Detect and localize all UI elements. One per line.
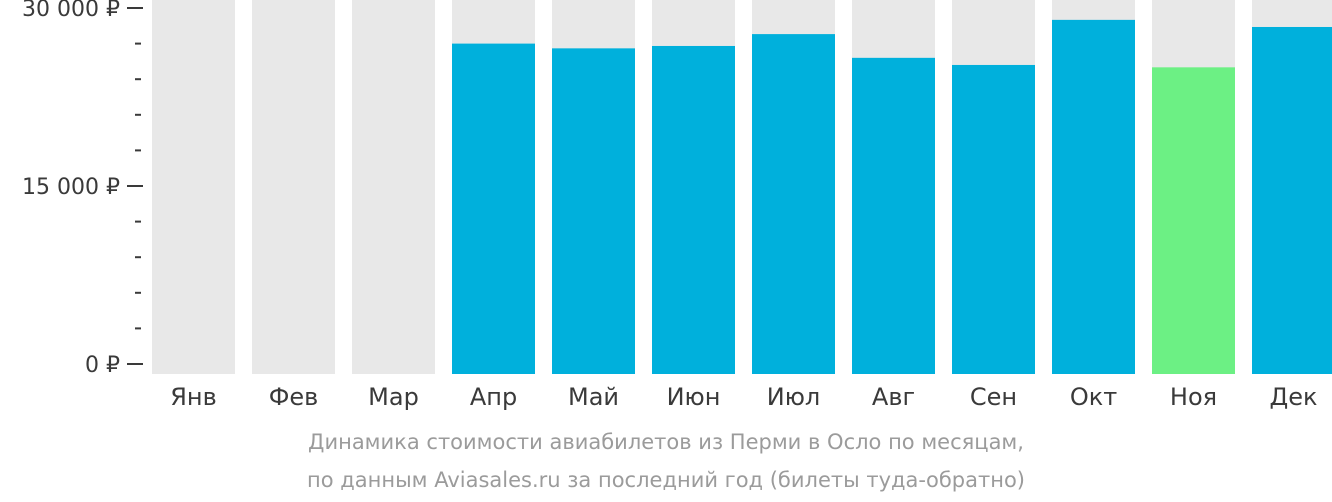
bar-background-3	[352, 0, 435, 374]
x-tick-label: Май	[568, 383, 619, 411]
chart-caption-line-1: Динамика стоимости авиабилетов из Перми …	[308, 430, 1024, 454]
bar-background-1	[152, 0, 235, 374]
bar-9[interactable]	[952, 64, 1035, 375]
y-axis: 0 ₽ 15 000 ₽ 30 000 ₽	[22, 0, 143, 378]
x-tick-label: Июл	[767, 383, 821, 411]
y-tick-label: 0 ₽	[85, 353, 120, 378]
x-tick-label: Мар	[368, 383, 419, 411]
bar-10[interactable]	[1052, 19, 1135, 374]
y-tick-label: 15 000 ₽	[22, 175, 120, 200]
x-tick-label: Июн	[667, 383, 721, 411]
bar-background-2	[252, 0, 335, 374]
bar-8[interactable]	[852, 57, 935, 375]
x-tick-label: Авг	[872, 383, 915, 411]
bar-4[interactable]	[452, 43, 535, 374]
bars	[152, 0, 1332, 375]
bar-11[interactable]	[1152, 67, 1235, 374]
x-tick-label: Янв	[170, 383, 217, 411]
x-tick-label: Ноя	[1170, 383, 1217, 411]
x-axis: Янв Фев Мар Апр Май Июн Июл Авг Сен Окт Ноя Дек	[170, 383, 1317, 411]
bar-6[interactable]	[652, 45, 735, 375]
price-bar-chart: 0 ₽ 15 000 ₽ 30 000 ₽ Янв Фев Мар Апр Май Июн Ию…	[22, 0, 1332, 411]
x-tick-label: Дек	[1269, 383, 1317, 411]
x-tick-label: Сен	[970, 383, 1017, 411]
x-tick-label: Окт	[1070, 383, 1117, 411]
bar-5[interactable]	[552, 48, 635, 374]
x-tick-label: Апр	[470, 383, 517, 411]
y-tick-label: 30 000 ₽	[22, 0, 120, 22]
bar-7[interactable]	[752, 34, 835, 375]
chart-caption-line-2: по данным Aviasales.ru за последний год …	[307, 468, 1025, 492]
x-tick-label: Фев	[269, 383, 319, 411]
bar-12[interactable]	[1252, 26, 1332, 375]
